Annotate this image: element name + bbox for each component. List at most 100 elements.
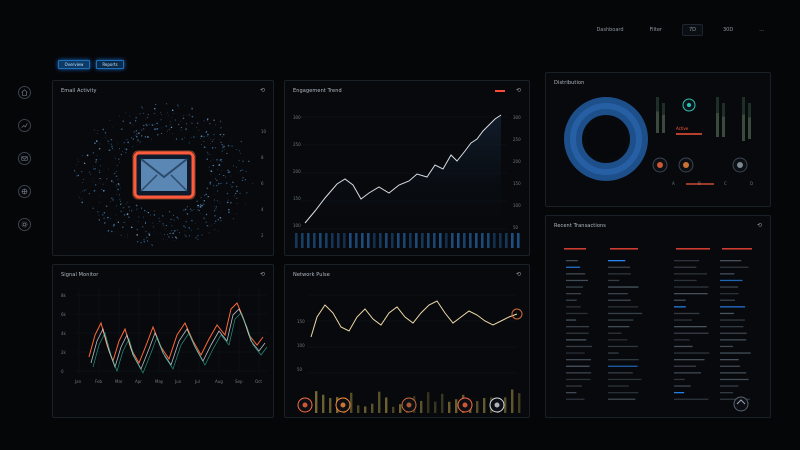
table-cell [674,312,700,315]
particle-dot [151,138,153,140]
bar [455,399,458,413]
particle-dot [228,209,230,211]
particle-dot [238,159,240,161]
refresh-icon[interactable]: ⟲ [259,271,265,278]
table-cell [608,378,642,381]
particle-dot [182,209,185,212]
particle-dot [169,222,171,223]
particle-dot [175,236,177,238]
particle-dot [132,138,135,140]
bar [420,400,423,413]
particle-dot [213,228,215,230]
range-7d-button[interactable]: 7D [681,24,703,36]
particle-dot [143,238,145,241]
particle-dot [129,209,130,211]
topbar-dashboard-link[interactable]: Dashboard [596,27,624,33]
refresh-icon[interactable]: ⟲ [515,87,521,94]
particle-dot [185,128,187,131]
particle-dot [111,145,113,148]
particle-dot [177,218,179,220]
particle-dot [227,144,230,147]
particle-dot [159,220,161,222]
particle-dot [123,221,125,223]
particle-dot [172,232,175,235]
table-cell [608,286,639,288]
particle-dot [152,222,154,224]
particle-dot [217,182,220,185]
particle-dot [108,143,110,144]
particle-dot [174,119,176,121]
table-action-button[interactable] [733,396,749,412]
chart-icon[interactable] [18,119,31,132]
status-circle-core [683,162,689,168]
particle-dot [221,161,223,163]
particle-dot [215,220,217,222]
particle-dot [144,222,147,224]
particle-dot [173,214,174,216]
particle-dot [120,153,123,156]
table-cell [720,359,739,361]
particle-dot [110,201,112,203]
particle-dot [182,117,185,120]
particle-dot [196,135,197,137]
particle-dot [189,210,191,212]
particle-dot [92,207,94,210]
table-cell [674,398,709,400]
particle-dot [167,130,169,132]
tab-reports[interactable]: Reports [96,60,124,69]
axis-tick-label: Sep [235,379,243,384]
range-30d-button[interactable]: 30D [723,27,734,33]
refresh-icon[interactable]: ⟲ [259,87,265,94]
particle-dot [176,216,178,219]
particle-dot [119,161,121,163]
series-line-a [88,302,264,365]
table-cell [608,345,638,348]
table-cell [608,398,636,400]
particle-dot [109,120,111,121]
particle-dot [242,176,244,179]
table-cell [674,339,690,341]
particle-dot [115,186,117,187]
mail-icon[interactable] [18,152,31,165]
particle-dot [219,121,221,123]
particle-dot [142,127,145,130]
globe-icon[interactable] [18,185,31,198]
axis-tick-label: Jan [74,379,82,384]
bar [391,233,394,248]
particle-dot [171,236,173,238]
table-cell [608,293,628,295]
topbar-filter-link[interactable]: Filter [649,27,662,33]
bar [518,393,521,413]
bar [493,233,496,248]
particle-dot [143,209,146,212]
particle-dot [227,193,229,194]
particle-dot [216,184,218,187]
particle-dot [165,103,168,105]
particle-dot [197,204,199,207]
particle-dot [220,127,222,129]
particle-dot [93,168,95,170]
particle-dot [75,164,77,166]
particle-dot [81,198,83,200]
particle-dot [114,158,116,160]
settings-icon[interactable] [18,218,31,231]
particle-dot [215,206,218,208]
home-icon[interactable] [18,86,31,99]
particle-dot [230,175,232,177]
particle-dot [100,165,101,167]
particle-dot [151,245,153,246]
donut-visual: ABCD Active [564,97,753,186]
particle-dot [146,124,148,127]
particle-dot [83,162,86,164]
table-cell [566,365,590,367]
refresh-icon[interactable]: ⟲ [515,271,521,278]
particle-dot [191,229,193,231]
more-button[interactable]: ... [759,27,764,33]
particle-dot [132,146,133,148]
tab-overview[interactable]: Overview [58,60,90,69]
particle-dot [110,143,112,145]
engagement-trend-panel: Engagement Trend ⟲ 300 250 200 150 100 300 250… [284,80,530,256]
table-cell [674,326,707,328]
table-cell [566,392,577,394]
refresh-icon[interactable]: ⟲ [756,222,762,229]
